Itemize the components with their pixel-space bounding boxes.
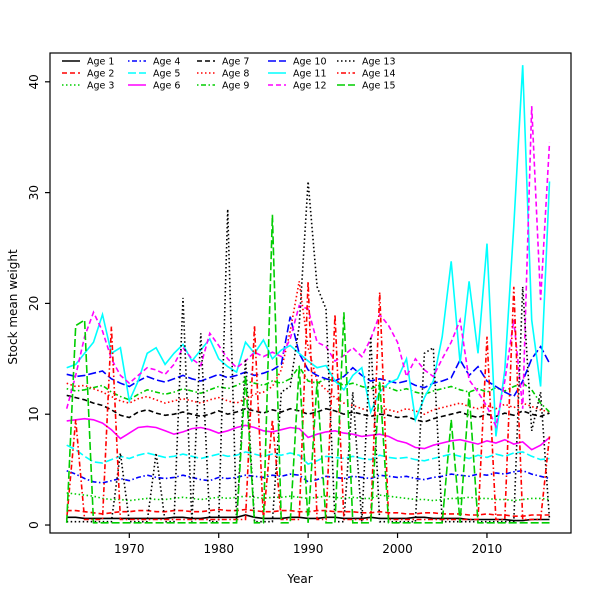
- legend-label-age-6: Age 6: [153, 81, 180, 92]
- plot-box: [49, 52, 572, 534]
- legend-label-age-14: Age 14: [362, 69, 395, 80]
- x-tick-label: 2010: [472, 542, 503, 556]
- legend-label-age-7: Age 7: [222, 57, 249, 68]
- legend-label-age-5: Age 5: [153, 69, 180, 80]
- x-tick-label: 1970: [114, 542, 145, 556]
- legend-label-age-15: Age 15: [362, 81, 395, 92]
- y-tick-label: 30: [27, 185, 41, 200]
- x-tick-label: 1990: [293, 542, 324, 556]
- series-line-age-12: [65, 106, 551, 430]
- y-tick-label: 40: [27, 74, 41, 89]
- y-axis-title: Stock mean weight: [6, 249, 20, 365]
- x-tick-label: 2000: [382, 542, 413, 556]
- legend-label-age-4: Age 4: [153, 57, 180, 68]
- y-tick-label: 0: [27, 521, 41, 529]
- legend-label-age-8: Age 8: [222, 69, 249, 80]
- x-axis-title: Year: [287, 572, 313, 586]
- x-tick-label: 1980: [203, 542, 234, 556]
- series-line-age-15: [65, 214, 550, 524]
- series-line-age-11: [66, 65, 551, 437]
- legend-label-age-3: Age 3: [87, 81, 114, 92]
- legend-label-age-12: Age 12: [293, 81, 326, 92]
- legend-label-age-11: Age 11: [293, 69, 326, 80]
- legend-label-age-2: Age 2: [87, 69, 114, 80]
- y-tick-label: 20: [27, 296, 41, 311]
- series-line-age-13: [66, 181, 551, 523]
- series-line-age-4: [66, 469, 550, 484]
- legend-label-age-1: Age 1: [87, 57, 114, 68]
- series-line-age-14: [65, 281, 551, 521]
- y-tick-label: 10: [27, 407, 41, 422]
- series-line-age-6: [66, 417, 551, 451]
- series-line-age-9: [66, 365, 551, 413]
- legend-label-age-9: Age 9: [222, 81, 249, 92]
- series-line-age-3: [66, 492, 550, 502]
- legend-label-age-13: Age 13: [362, 57, 395, 68]
- series-line-age-8: [66, 281, 550, 416]
- series-line-age-10: [66, 316, 551, 398]
- series-line-age-5: [66, 444, 550, 466]
- legend-label-age-10: Age 10: [293, 57, 326, 68]
